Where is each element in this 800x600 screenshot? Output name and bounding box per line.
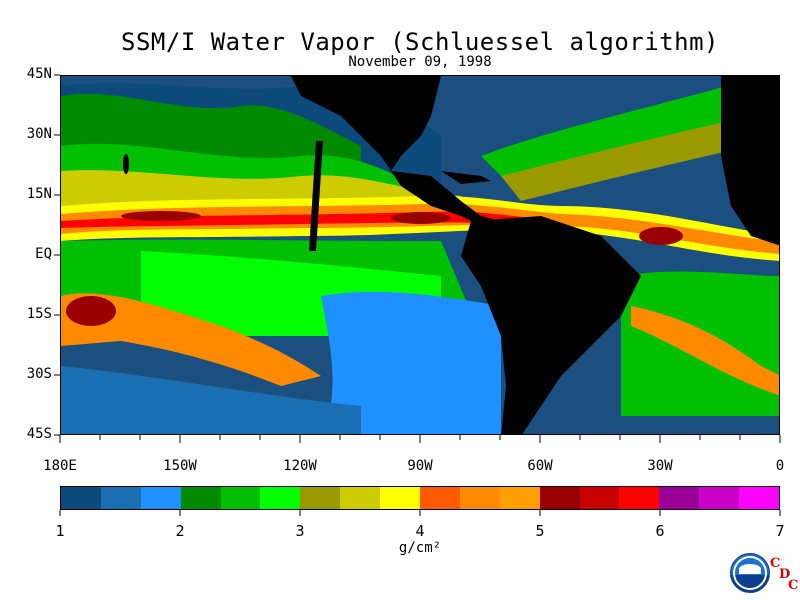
map-title: SSM/I Water Vapor (Schluessel algorithm)	[121, 28, 719, 56]
colorbar-swatch	[300, 487, 341, 509]
colorbar-swatch	[220, 487, 261, 509]
colorbar-units: g/cm²	[398, 540, 442, 556]
cdc-letter-c2: C	[788, 578, 799, 593]
cdc-letter-d: D	[779, 567, 791, 582]
spcz	[61, 293, 321, 386]
colorbar-swatch	[699, 487, 740, 509]
colorbar-swatch	[539, 487, 580, 509]
colorbar-swatch	[739, 487, 780, 509]
colorbar-swatch	[180, 487, 221, 509]
cdc-letter-c1: C	[770, 556, 781, 571]
southeast-pacific-dry	[321, 291, 501, 434]
lon-label-90w: 90W	[407, 458, 433, 474]
colorbar-swatch	[260, 487, 301, 509]
lon-label-0: 0	[775, 458, 785, 474]
colorbar-swatch	[619, 487, 660, 509]
colorbar-label-4: 4	[415, 522, 425, 540]
lat-label-45s: 45S	[26, 426, 52, 442]
data-gap-swath	[309, 141, 323, 251]
lat-label-eq: EQ	[35, 246, 52, 262]
caribbean-islands	[441, 171, 491, 184]
map-date: November 09, 1998	[348, 54, 492, 70]
colorbar-label-5: 5	[535, 522, 545, 540]
colorbar-label-6: 6	[655, 522, 665, 540]
lat-label-30n: 30N	[26, 126, 52, 142]
map-canvas	[61, 76, 779, 434]
north-america-land	[291, 76, 511, 236]
colorbar-swatch	[140, 487, 181, 509]
water-vapor-map	[60, 75, 780, 435]
colorbar-swatch	[380, 487, 421, 509]
lat-label-15s: 15S	[26, 306, 52, 322]
colorbar-swatch	[499, 487, 540, 509]
south-america-land	[461, 216, 641, 434]
colorbar-swatch	[100, 487, 141, 509]
itcz-max-west	[121, 211, 201, 221]
south-atlantic-band	[631, 306, 779, 396]
lon-label-60w: 60W	[527, 458, 553, 474]
colorbar-label-3: 3	[295, 522, 305, 540]
colorbar-label-7: 7	[775, 522, 785, 540]
southern-ocean	[61, 366, 361, 434]
lon-label-150w: 150W	[163, 458, 197, 474]
spcz-max	[66, 296, 116, 326]
colorbar-swatch	[420, 487, 460, 509]
colorbar-swatch	[579, 487, 620, 509]
atlantic-subtropics	[501, 116, 751, 201]
lon-label-30w: 30W	[647, 458, 673, 474]
itcz-max-atlantic	[639, 227, 683, 245]
itcz-max-east-pacific	[391, 212, 451, 224]
data-gap-north	[123, 154, 129, 174]
colorbar-swatch	[459, 487, 500, 509]
lon-label-120w: 120W	[283, 458, 317, 474]
lat-label-30s: 30S	[26, 366, 52, 382]
noaa-logo	[730, 553, 770, 593]
colorbar	[60, 486, 780, 510]
lat-label-15n: 15N	[26, 186, 52, 202]
lon-label-180e: 180E	[43, 458, 77, 474]
lat-label-45n: 45N	[26, 66, 52, 82]
colorbar-label-2: 2	[175, 522, 185, 540]
colorbar-swatch	[340, 487, 381, 509]
colorbar-swatch	[659, 487, 700, 509]
colorbar-swatch	[61, 487, 101, 509]
colorbar-label-1: 1	[55, 522, 65, 540]
africa-land	[721, 76, 779, 246]
